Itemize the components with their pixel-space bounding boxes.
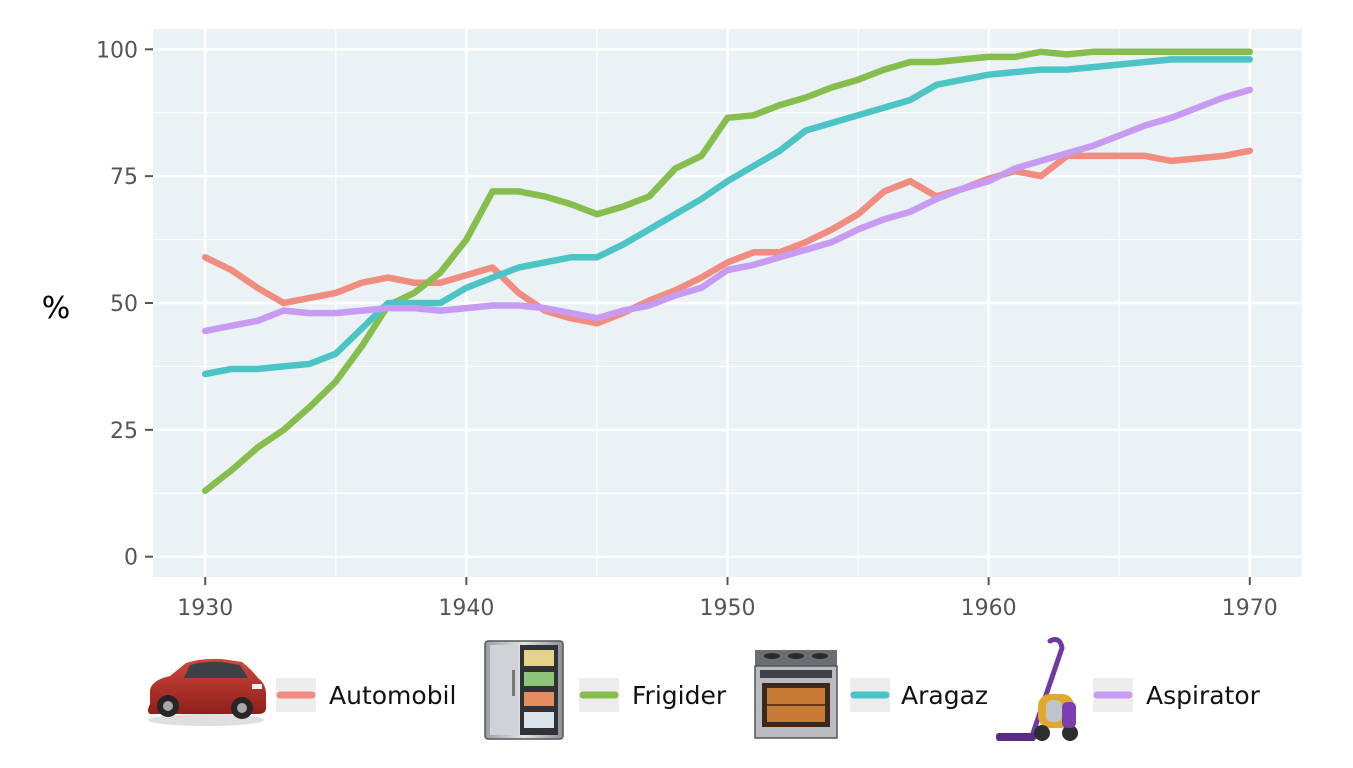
x-tick-label: 1960 [961,596,1017,621]
refrigerator-icon [484,640,564,740]
series-line-aspirator [201,86,1254,335]
x-tick-label: 1930 [177,596,233,621]
legend-item-automobil: Automobil [148,658,456,726]
x-tick-label: 1970 [1222,596,1278,621]
stove-icon [754,650,838,739]
legend-item-frigider: Frigider [484,640,727,740]
series-line-frigider [201,48,1254,494]
car-icon [148,658,266,726]
axis-ticks: 0 25 50 75 100 1930 1940 1950 1960 1970 [96,38,1278,621]
legend-item-aragaz: Aragaz [754,650,988,739]
y-tick-label: 50 [110,292,138,317]
x-tick-label: 1950 [700,596,756,621]
legend-label-aragaz: Aragaz [901,681,988,710]
legend-label-automobil: Automobil [329,681,456,710]
y-axis-title: % [42,291,71,326]
vacuum-cleaner-icon [996,637,1078,741]
legend-item-aspirator: Aspirator [996,637,1261,741]
legend-label-frigider: Frigider [632,681,727,710]
y-tick-label: 100 [96,38,138,63]
legend: Automobil Frigider [148,637,1261,741]
y-tick-label: 0 [124,546,138,571]
y-tick-label: 75 [110,165,138,190]
legend-label-aspirator: Aspirator [1146,681,1261,710]
series-line-automobil [201,147,1254,327]
y-tick-label: 25 [110,419,138,444]
series-lines [201,48,1254,494]
grid [153,29,1302,577]
x-tick-label: 1940 [438,596,494,621]
